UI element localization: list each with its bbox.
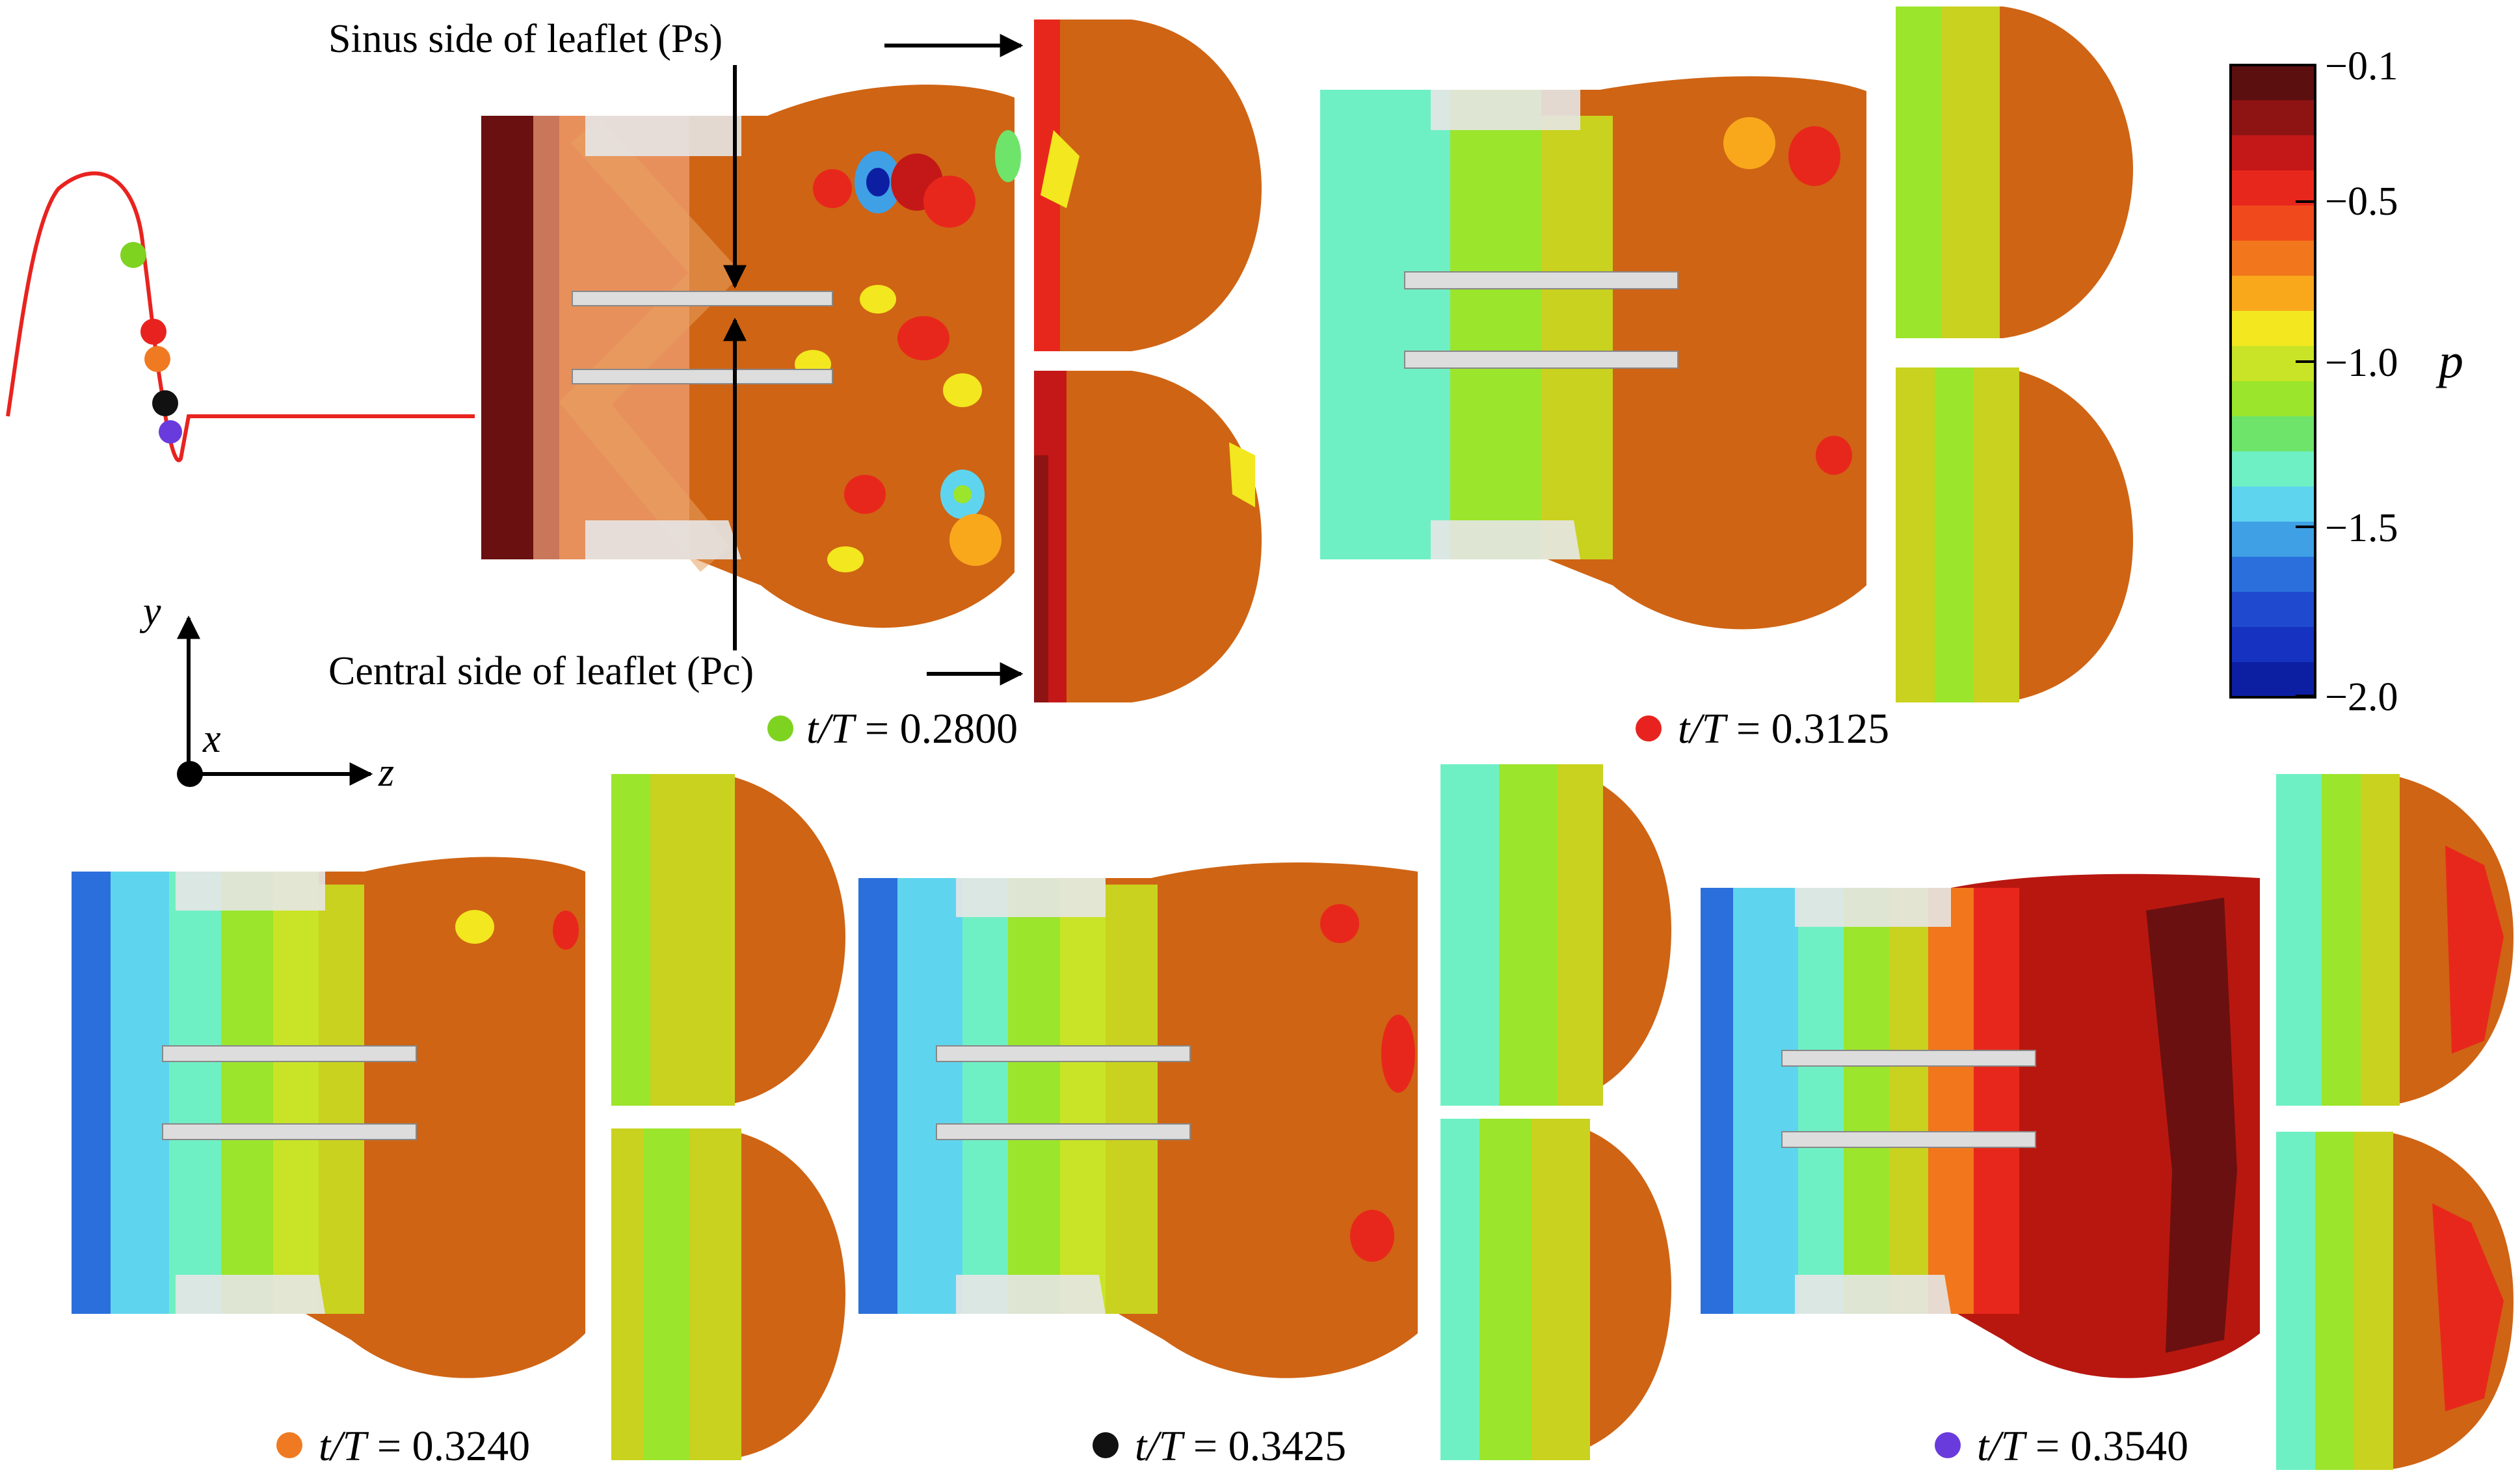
aorta-pressure-field (481, 85, 1021, 628)
time-dot-1 (767, 715, 793, 741)
colorbar-band (2231, 662, 2315, 698)
time-label-5: t/T = 0.3540 (1977, 1422, 2188, 1470)
colorbar-band (2231, 627, 2315, 663)
colorbar-band (2231, 135, 2315, 171)
marker-purple (159, 420, 182, 444)
colorbar-tick-label: −1.5 (2325, 506, 2398, 550)
colorbar-band (2231, 276, 2315, 312)
leaflet-sinus-view (611, 774, 845, 1106)
annotation-sinus: Sinus side of leaflet (Ps) (328, 17, 723, 61)
axis-label-x: x (202, 717, 221, 761)
colorbar-tick-label: −0.5 (2325, 180, 2398, 224)
leaflet-central-view (1896, 367, 2133, 702)
colorbar-band (2231, 381, 2315, 417)
time-label-1: t/T = 0.2800 (806, 705, 1018, 753)
leaflet-central-view (611, 1128, 845, 1460)
colorbar-band (2231, 557, 2315, 593)
colorbar-band (2231, 170, 2315, 206)
axis-label-y: y (139, 589, 161, 634)
panel-1: Sinus side of leaflet (Ps) Central side … (328, 17, 1262, 753)
colorbar-symbol: p (2435, 334, 2463, 388)
colorbar-band (2231, 346, 2315, 382)
colorbar-band (2231, 592, 2315, 628)
marker-red (140, 319, 166, 345)
colorbar-band (2231, 241, 2315, 276)
axis-label-z: z (378, 751, 394, 795)
colorbar-band (2231, 206, 2315, 241)
colorbar-band (2231, 65, 2315, 101)
panel-3: t/T = 0.3240 (72, 774, 845, 1470)
colorbar-gradient (2231, 65, 2315, 698)
waveform-plot (6, 171, 475, 462)
leaflet-sinus-view (2276, 774, 2513, 1106)
colorbar-band (2231, 311, 2315, 347)
aorta-pressure-field (858, 862, 1418, 1378)
leaflet-central-view (2276, 1132, 2513, 1470)
panel-4: t/T = 0.3425 (858, 764, 1671, 1470)
colorbar-ticks (2296, 64, 2315, 697)
time-label-2: t/T = 0.3125 (1678, 705, 1889, 753)
annotation-central: Central side of leaflet (Pc) (328, 649, 754, 693)
colorbar-band (2231, 487, 2315, 522)
leaflet-sinus-view (1034, 20, 1262, 351)
time-label-3: t/T = 0.3240 (319, 1422, 530, 1470)
colorbar-tick-label: −1.0 (2325, 341, 2398, 385)
colorbar-tick-label: −2.0 (2325, 675, 2398, 719)
time-label-4: t/T = 0.3425 (1135, 1422, 1346, 1470)
colorbar-band (2231, 416, 2315, 452)
leaflet-sinus-view (1440, 764, 1671, 1106)
colorbar-band (2231, 451, 2315, 487)
colorbar-band (2231, 100, 2315, 136)
panel-5: t/T = 0.3540 (1701, 774, 2513, 1470)
aorta-pressure-field (1701, 874, 2260, 1378)
leaflet-central-view (1034, 371, 1262, 702)
leaflet-central-view (1440, 1119, 1671, 1460)
time-dot-2 (1636, 715, 1662, 741)
time-dot-5 (1935, 1432, 1961, 1458)
colorbar-tick-label: −0.1 (2325, 44, 2398, 88)
waveform-curve (6, 171, 475, 462)
marker-green (120, 242, 146, 268)
panel-2: t/T = 0.3125 (1320, 7, 2133, 753)
time-dot-3 (276, 1432, 302, 1458)
marker-orange (144, 346, 170, 372)
time-dot-4 (1093, 1432, 1119, 1458)
aorta-pressure-field (72, 857, 585, 1378)
marker-black (152, 390, 178, 416)
aorta-pressure-field (1320, 76, 1866, 630)
leaflet-sinus-view (1896, 7, 2133, 338)
coordinate-axes: y x z (139, 589, 394, 795)
colorbar: −0.1 −0.5 −1.0 −1.5 −2.0 p (2229, 44, 2463, 719)
